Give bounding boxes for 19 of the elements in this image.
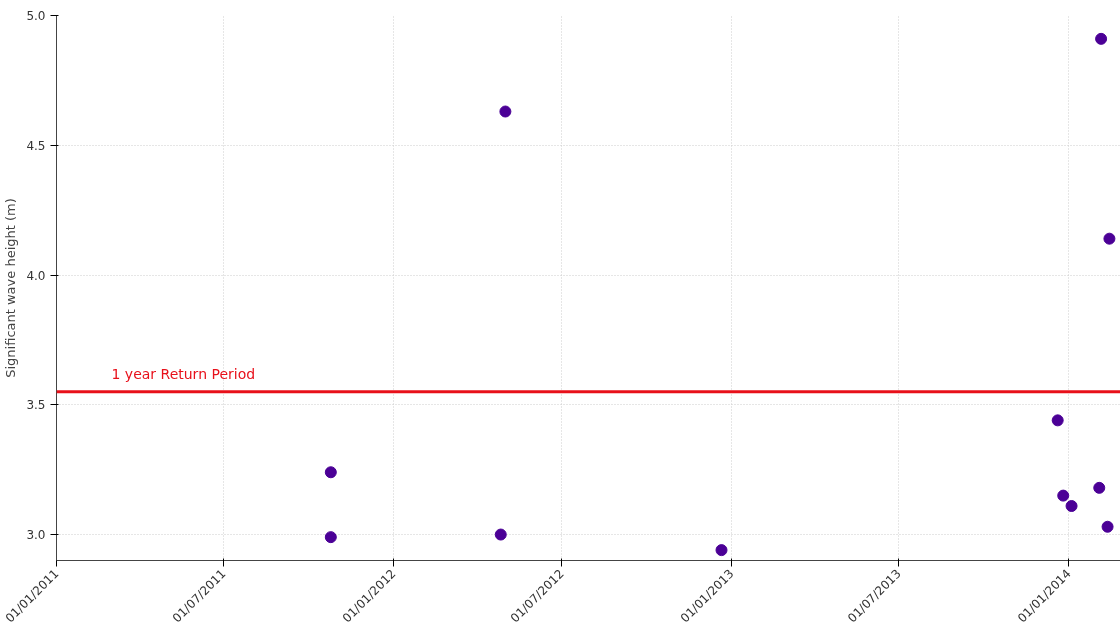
point (1057, 489, 1070, 502)
point (1095, 32, 1108, 45)
point (1051, 414, 1064, 427)
y-tick-label: 4.0 (26, 268, 46, 283)
point (1103, 232, 1116, 245)
y-tick-label: 4.5 (26, 138, 46, 153)
point (1065, 500, 1078, 512)
point (324, 466, 337, 479)
y-tick-label: 3.5 (26, 398, 46, 413)
point (1101, 520, 1114, 533)
y-axis-title: Significant wave height (m) (3, 198, 19, 378)
point (499, 105, 512, 118)
y-tick-label: 5.0 (26, 9, 46, 23)
point (494, 528, 507, 541)
y-tick-label: 3.0 (26, 528, 46, 543)
point (324, 531, 337, 544)
ref-line-label: 1 year Return Period (111, 365, 256, 382)
point (715, 544, 728, 557)
point (1093, 481, 1106, 494)
